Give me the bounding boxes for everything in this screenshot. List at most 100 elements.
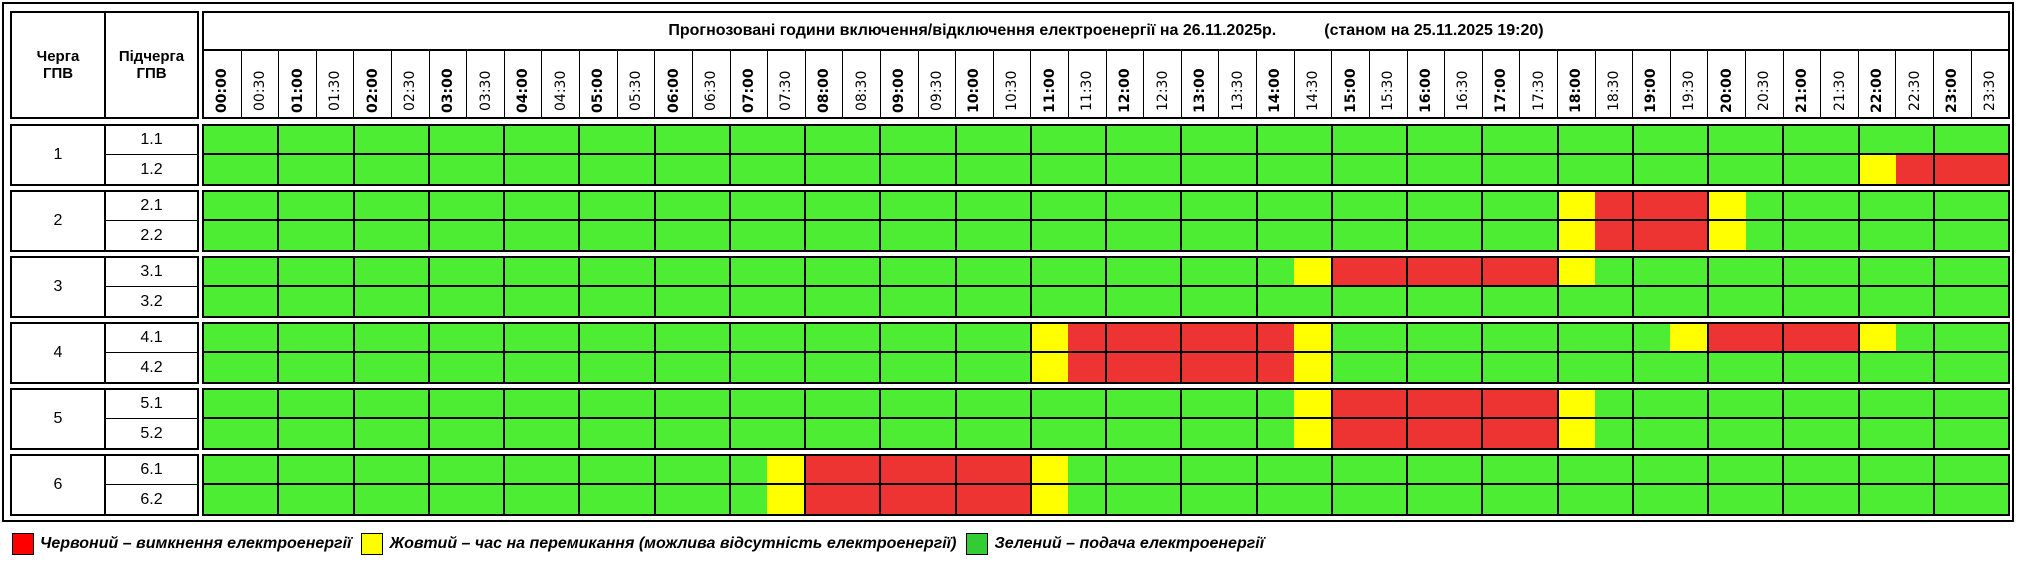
slot-off: [1633, 192, 1671, 219]
slot-on: [1332, 192, 1370, 219]
slot-on: [1859, 126, 1897, 153]
slot-on: [1068, 485, 1107, 514]
subqueue-label: 3.2: [140, 292, 163, 310]
slot-on: [993, 258, 1032, 285]
slot-on: [505, 221, 542, 250]
slot-on: [616, 353, 656, 382]
slot-on: [1670, 258, 1709, 285]
slot-on: [993, 192, 1032, 219]
slot-on: [1143, 126, 1183, 153]
slot-on: [1784, 390, 1821, 417]
slot-off: [956, 456, 994, 483]
time-column: 05:30: [618, 49, 656, 117]
queue-label: 2: [10, 190, 106, 252]
slot-on: [1971, 287, 2008, 316]
time-label: 16:00: [1417, 68, 1434, 114]
slot-on: [1182, 456, 1219, 483]
slot-on: [1859, 258, 1897, 285]
slot-on: [1483, 324, 1520, 351]
slot-on: [580, 353, 617, 382]
slot-off: [1369, 258, 1408, 285]
slot-on: [993, 287, 1032, 316]
slot-on: [466, 258, 505, 285]
slot-on: [1934, 353, 1972, 382]
slot-on: [1820, 353, 1860, 382]
subqueue-label: 1.2: [140, 160, 163, 178]
slot-on: [1107, 485, 1144, 514]
slot-off: [956, 485, 994, 514]
time-column: 21:30: [1821, 49, 1859, 117]
legend-text: Червоний – вимкнення електроенергії: [40, 535, 352, 552]
slot-on: [917, 390, 957, 417]
slot-on: [1745, 485, 1785, 514]
slot-on: [204, 155, 241, 184]
slot-on: [1745, 456, 1785, 483]
slot-on: [505, 192, 542, 219]
slot-on: [1709, 353, 1746, 382]
slot-on: [1444, 287, 1484, 316]
slot-on: [1182, 192, 1219, 219]
slot-off: [1369, 419, 1408, 448]
slot-on: [1369, 221, 1408, 250]
time-label: 03:30: [477, 70, 494, 112]
slot-on: [1257, 221, 1295, 250]
time-label: 01:30: [327, 70, 344, 112]
slot-on: [1182, 258, 1219, 285]
legend: Червоний – вимкнення електроенергії Жовти…: [12, 533, 1264, 555]
schedule-row: [204, 485, 2008, 514]
slot-on: [1934, 192, 1972, 219]
queue-label: 6: [10, 454, 106, 516]
slot-on: [505, 126, 542, 153]
slot-on: [240, 221, 280, 250]
time-label: 08:00: [816, 68, 833, 114]
slot-on: [1257, 126, 1295, 153]
slot-on: [1483, 155, 1520, 184]
slot-on: [1483, 287, 1520, 316]
slot-on: [1971, 419, 2008, 448]
time-label: 03:00: [439, 68, 456, 114]
time-label: 04:00: [515, 68, 532, 114]
slot-on: [1784, 353, 1821, 382]
slot-on: [956, 419, 994, 448]
slot-on: [692, 485, 731, 514]
slot-on: [1709, 456, 1746, 483]
slot-on: [1068, 221, 1107, 250]
slot-on: [692, 419, 731, 448]
slot-on: [917, 353, 957, 382]
slot-on: [956, 126, 994, 153]
slot-off: [1595, 221, 1634, 250]
slot-on: [1182, 126, 1219, 153]
time-column: 01:30: [317, 49, 355, 117]
slot-on: [730, 221, 768, 250]
slot-on: [1332, 155, 1370, 184]
slot-on: [1483, 221, 1520, 250]
slot-switch: [1031, 353, 1069, 382]
queue-header-label: Черга ГПВ: [36, 48, 80, 82]
slot-on: [1633, 126, 1671, 153]
queue-label: 5: [10, 388, 106, 450]
slot-on: [881, 390, 918, 417]
subqueue-labels: 6.1 6.2: [104, 454, 199, 516]
slot-on: [1595, 485, 1634, 514]
slot-on: [1633, 324, 1671, 351]
slot-on: [1820, 192, 1860, 219]
slot-on: [917, 258, 957, 285]
slot-on: [541, 192, 581, 219]
slot-off: [881, 456, 918, 483]
slot-on: [204, 258, 241, 285]
slot-on: [391, 155, 430, 184]
slot-on: [692, 192, 731, 219]
time-column: 06:30: [693, 49, 731, 117]
slot-on: [655, 258, 693, 285]
subqueue-label: 1.1: [106, 126, 197, 155]
slot-on: [1859, 456, 1897, 483]
slot-on: [993, 155, 1032, 184]
slot-on: [1745, 353, 1785, 382]
slot-on: [541, 221, 581, 250]
slot-on: [1068, 419, 1107, 448]
time-label: 06:30: [703, 70, 720, 112]
time-label: 11:00: [1041, 68, 1058, 114]
slot-off: [1670, 192, 1709, 219]
slot-off: [1408, 390, 1445, 417]
slot-on: [881, 353, 918, 382]
